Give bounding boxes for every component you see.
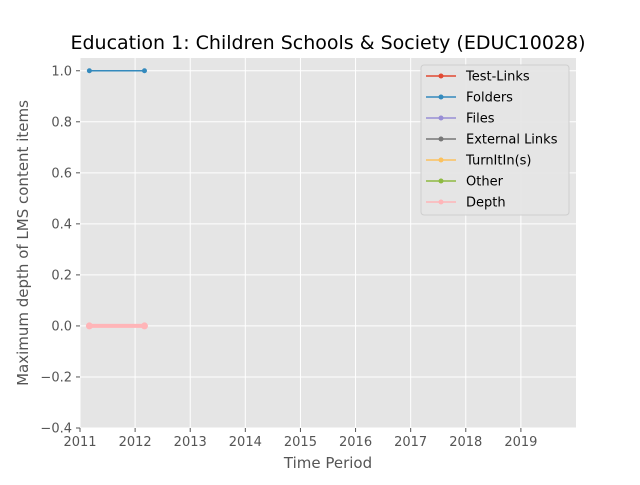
legend-marker <box>438 115 444 121</box>
y-tick-label: 0.8 <box>51 115 72 130</box>
y-tick-label: 0.4 <box>51 217 72 232</box>
legend-label: Files <box>466 112 495 127</box>
y-tick-label: −0.2 <box>40 370 72 385</box>
y-tick-label: 0.0 <box>51 319 72 334</box>
chart-title: Education 1: Children Schools & Society … <box>70 32 585 54</box>
legend-marker <box>438 178 444 184</box>
legend-item-external-links: External Links <box>426 133 558 148</box>
y-tick-label: 0.2 <box>51 268 72 283</box>
x-tick-label: 2015 <box>284 435 317 450</box>
legend-item-test-links: Test-Links <box>426 70 530 85</box>
x-tick-label: 2017 <box>394 435 427 450</box>
y-tick-label: −0.4 <box>40 422 72 437</box>
legend-label: TurnItIn(s) <box>465 154 531 169</box>
x-tick-label: 2016 <box>339 435 372 450</box>
data-point-depth <box>85 322 93 330</box>
legend: Test-Links Folders Files External Links Turn… <box>420 64 570 216</box>
tick-labels: 2011 2012 2013 2014 2015 2016 2017 2018 2019 −0.4… <box>40 64 537 450</box>
legend-item-folders: Folders <box>426 91 513 106</box>
data-point-folders <box>86 68 92 74</box>
y-axis-label: Maximum depth of LMS content items <box>14 100 32 386</box>
series-folders <box>86 68 147 74</box>
legend-item-depth: Depth <box>426 196 506 211</box>
x-axis-label: Time Period <box>283 454 372 472</box>
legend-marker <box>438 136 444 142</box>
series-depth <box>85 322 148 330</box>
x-tick-label: 2019 <box>504 435 537 450</box>
legend-marker <box>438 199 444 205</box>
y-tick-label: 0.6 <box>51 166 72 181</box>
legend-item-other: Other <box>426 175 504 190</box>
x-tick-label: 2018 <box>449 435 482 450</box>
x-tick-label: 2014 <box>229 435 262 450</box>
legend-item-files: Files <box>426 112 495 127</box>
legend-label: Folders <box>466 91 513 106</box>
legend-marker <box>438 157 444 163</box>
legend-marker <box>438 73 444 79</box>
legend-label: Depth <box>466 196 506 211</box>
x-tick-label: 2013 <box>174 435 207 450</box>
data-point-folders <box>141 68 147 74</box>
data-point-depth <box>140 322 148 330</box>
legend-label: External Links <box>466 133 558 148</box>
legend-label: Test-Links <box>465 70 530 85</box>
x-tick-label: 2012 <box>119 435 152 450</box>
legend-marker <box>438 94 444 100</box>
y-tick-label: 1.0 <box>51 64 72 79</box>
series-layer <box>85 68 148 330</box>
x-tick-label: 2011 <box>63 435 96 450</box>
legend-box <box>420 64 570 216</box>
legend-item-turnitin-s: TurnItIn(s) <box>426 154 531 169</box>
legend-label: Other <box>466 175 504 190</box>
